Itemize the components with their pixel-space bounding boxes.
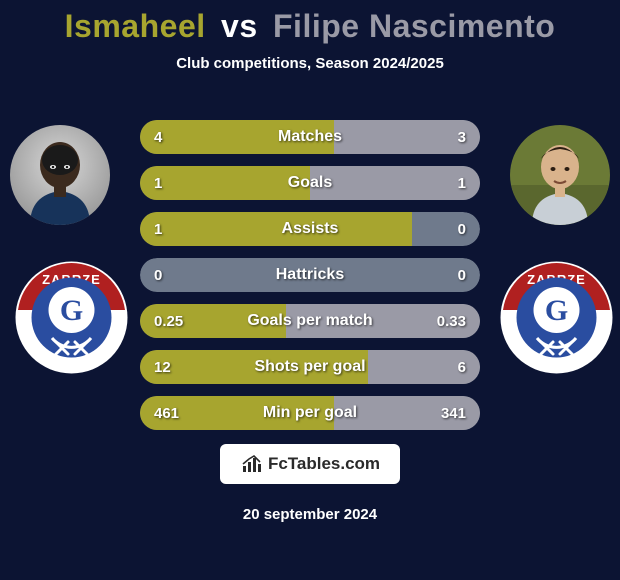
- stat-row: 00Hattricks: [140, 258, 480, 292]
- stat-bar-left: [140, 166, 310, 200]
- stat-value-left: 1: [154, 212, 162, 246]
- stat-value-left: 1: [154, 166, 162, 200]
- stat-bar-left: [140, 350, 368, 384]
- stat-value-right: 0: [458, 258, 466, 292]
- player1-club-badge: ZABRZE G: [14, 260, 129, 375]
- subtitle: Club competitions, Season 2024/2025: [0, 55, 620, 72]
- stat-row: 126Shots per goal: [140, 350, 480, 384]
- player1-avatar: [10, 125, 110, 225]
- stat-bar-bg: [140, 258, 480, 292]
- player2-avatar: [510, 125, 610, 225]
- stat-value-right: 1: [458, 166, 466, 200]
- stat-value-right: 0.33: [437, 304, 466, 338]
- stat-value-left: 0: [154, 258, 162, 292]
- stat-row: 43Matches: [140, 120, 480, 154]
- stat-value-right: 6: [458, 350, 466, 384]
- brand-bars-icon: [240, 452, 264, 476]
- club-badge-icon: ZABRZE G: [14, 260, 129, 375]
- stat-bar-left: [140, 120, 334, 154]
- brand-text: FcTables.com: [268, 454, 380, 474]
- page-title: Ismaheel vs Filipe Nascimento: [0, 0, 620, 45]
- stat-value-left: 4: [154, 120, 162, 154]
- avatar-icon: [510, 125, 610, 225]
- player2-club-badge: ZABRZE G: [499, 260, 614, 375]
- stat-row: 10Assists: [140, 212, 480, 246]
- stat-row: 11Goals: [140, 166, 480, 200]
- date-label: 20 september 2024: [0, 506, 620, 523]
- svg-text:G: G: [545, 294, 568, 327]
- avatar-icon: [10, 125, 110, 225]
- stat-bar-left: [140, 212, 412, 246]
- svg-text:G: G: [60, 294, 83, 327]
- stat-value-left: 461: [154, 396, 179, 430]
- stat-row: 0.250.33Goals per match: [140, 304, 480, 338]
- stat-bar-right: [310, 166, 480, 200]
- stat-value-right: 0: [458, 212, 466, 246]
- stat-value-left: 0.25: [154, 304, 183, 338]
- player1-name: Ismaheel: [65, 8, 206, 44]
- brand-box[interactable]: FcTables.com: [220, 444, 400, 484]
- stat-value-left: 12: [154, 350, 171, 384]
- club-badge-icon: ZABRZE G: [499, 260, 614, 375]
- stat-row: 461341Min per goal: [140, 396, 480, 430]
- title-vs: vs: [221, 8, 258, 44]
- stat-value-right: 3: [458, 120, 466, 154]
- stat-value-right: 341: [441, 396, 466, 430]
- player2-name: Filipe Nascimento: [273, 8, 555, 44]
- stats-container: 43Matches11Goals10Assists00Hattricks0.25…: [140, 120, 480, 442]
